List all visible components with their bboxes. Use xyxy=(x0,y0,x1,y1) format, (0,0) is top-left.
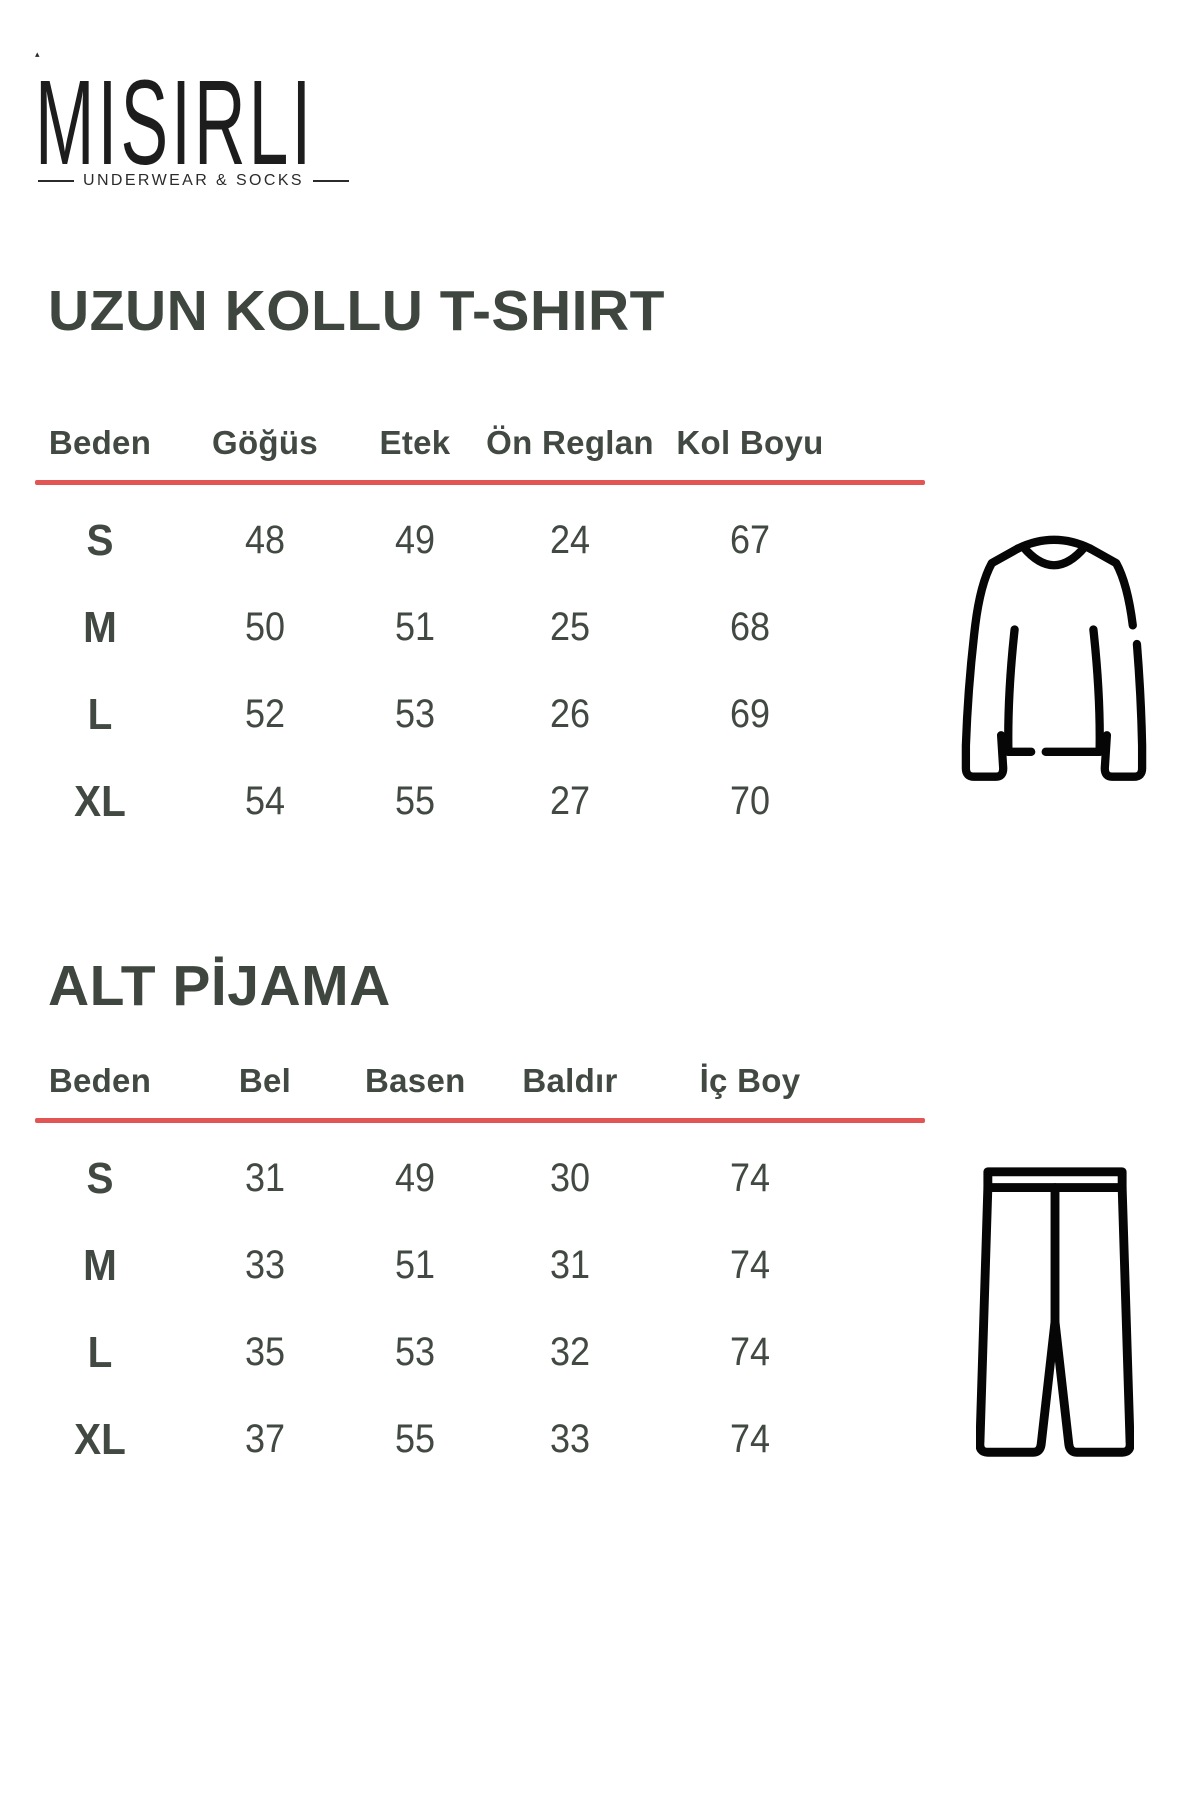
size-cell: S xyxy=(86,515,114,565)
value-cell: 70 xyxy=(729,779,771,823)
column-header-gogus: Göğüs xyxy=(212,424,318,461)
value-cell: 74 xyxy=(729,1330,771,1374)
value-cell: 33 xyxy=(549,1417,591,1461)
tagline-rule-right xyxy=(312,180,349,182)
section-title-pijama: ALT PİJAMA xyxy=(48,954,391,1018)
tshirt-size-table: Beden Göğüs Etek Ön Reglan Kol Boyu S 48… xyxy=(35,412,925,845)
value-cell: 67 xyxy=(729,518,771,562)
value-cell: 53 xyxy=(394,692,436,736)
pijama-size-table: Beden Bel Basen Baldır İç Boy S 31 49 30… xyxy=(35,1050,925,1483)
brand-logo-text: MISIRLI xyxy=(35,55,315,190)
table-row: XL 37 55 33 74 xyxy=(35,1396,925,1483)
value-cell: 68 xyxy=(729,605,771,649)
value-cell: 50 xyxy=(244,605,286,649)
column-header-bel: Bel xyxy=(238,1062,292,1099)
table-row: M 33 51 31 74 xyxy=(35,1222,925,1309)
size-cell: L xyxy=(87,689,113,739)
value-cell: 55 xyxy=(394,1417,436,1461)
value-cell: 31 xyxy=(549,1243,591,1287)
table-header-rule xyxy=(35,480,925,485)
size-cell: M xyxy=(83,1240,117,1290)
table-header-row: Beden Bel Basen Baldır İç Boy xyxy=(35,1050,925,1112)
column-header-on-reglan: Ön Reglan xyxy=(486,424,654,461)
value-cell: 26 xyxy=(549,692,591,736)
value-cell: 33 xyxy=(244,1243,286,1287)
value-cell: 53 xyxy=(394,1330,436,1374)
table-row: L 52 53 26 69 xyxy=(35,671,925,758)
value-cell: 52 xyxy=(244,692,286,736)
value-cell: 55 xyxy=(394,779,436,823)
long-sleeve-tshirt-icon xyxy=(958,530,1150,785)
size-cell: L xyxy=(87,1327,113,1377)
section-title-tshirt: UZUN KOLLU T-SHIRT xyxy=(48,279,665,343)
brand-tagline: UNDERWEAR & SOCKS xyxy=(83,172,304,189)
table-header-row: Beden Göğüs Etek Ön Reglan Kol Boyu xyxy=(35,412,925,474)
value-cell: 74 xyxy=(729,1243,771,1287)
column-header-ic-boy: İç Boy xyxy=(699,1062,801,1099)
tagline-rule-left xyxy=(38,180,74,182)
value-cell: 74 xyxy=(729,1417,771,1461)
value-cell: 48 xyxy=(244,518,286,562)
value-cell: 27 xyxy=(549,779,591,823)
value-cell: 49 xyxy=(394,1156,436,1200)
value-cell: 25 xyxy=(549,605,591,649)
value-cell: 24 xyxy=(549,518,591,562)
value-cell: 51 xyxy=(394,1243,436,1287)
value-cell: 37 xyxy=(244,1417,286,1461)
value-cell: 31 xyxy=(244,1156,286,1200)
size-cell: XL xyxy=(74,776,126,826)
value-cell: 69 xyxy=(729,692,771,736)
value-cell: 74 xyxy=(729,1156,771,1200)
value-cell: 32 xyxy=(549,1330,591,1374)
column-header-beden: Beden xyxy=(48,1062,152,1099)
column-header-kol-boyu: Kol Boyu xyxy=(676,424,824,461)
table-body: S 31 49 30 74 M 33 51 31 74 L 35 53 32 7… xyxy=(35,1123,925,1483)
table-row: S 31 49 30 74 xyxy=(35,1135,925,1222)
size-cell: M xyxy=(83,602,117,652)
size-cell: S xyxy=(86,1153,114,1203)
column-header-basen: Basen xyxy=(365,1062,466,1099)
column-header-etek: Etek xyxy=(379,424,451,461)
value-cell: 51 xyxy=(394,605,436,649)
table-row: L 35 53 32 74 xyxy=(35,1309,925,1396)
table-row: M 50 51 25 68 xyxy=(35,584,925,671)
value-cell: 54 xyxy=(244,779,286,823)
column-header-beden: Beden xyxy=(48,424,152,461)
value-cell: 35 xyxy=(244,1330,286,1374)
table-header-rule xyxy=(35,1118,925,1123)
table-row: S 48 49 24 67 xyxy=(35,497,925,584)
value-cell: 30 xyxy=(549,1156,591,1200)
column-header-baldir: Baldır xyxy=(522,1062,618,1099)
table-body: S 48 49 24 67 M 50 51 25 68 L 52 53 26 6… xyxy=(35,485,925,845)
size-cell: XL xyxy=(74,1414,126,1464)
pajama-pants-icon xyxy=(976,1165,1134,1463)
value-cell: 49 xyxy=(394,518,436,562)
corner-mark: ▴ xyxy=(35,49,40,59)
table-row: XL 54 55 27 70 xyxy=(35,758,925,845)
brand-tagline-row: UNDERWEAR & SOCKS xyxy=(38,172,349,190)
brand-logo: ▴ MISIRLI xyxy=(35,49,355,183)
